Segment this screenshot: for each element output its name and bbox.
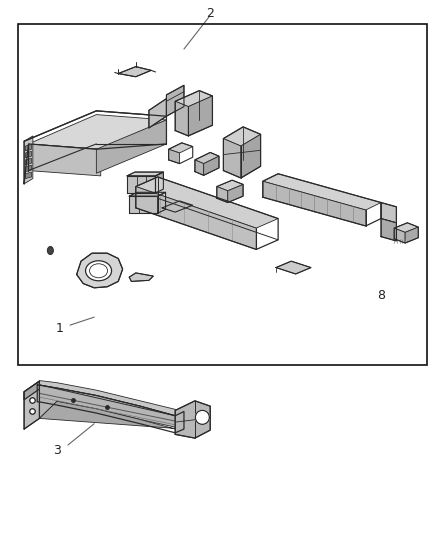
Polygon shape (136, 177, 278, 228)
Polygon shape (188, 96, 212, 136)
Polygon shape (25, 158, 32, 165)
Polygon shape (195, 152, 219, 164)
Polygon shape (394, 228, 405, 243)
Bar (18, 24, 427, 365)
Polygon shape (166, 85, 184, 116)
Polygon shape (217, 187, 228, 203)
Polygon shape (129, 196, 158, 213)
Circle shape (195, 410, 209, 424)
Polygon shape (195, 160, 204, 175)
Polygon shape (263, 181, 366, 226)
Polygon shape (169, 149, 180, 164)
Polygon shape (25, 151, 32, 158)
Polygon shape (149, 99, 166, 128)
Text: 3: 3 (53, 444, 61, 457)
Polygon shape (39, 401, 184, 429)
Polygon shape (129, 192, 166, 196)
Polygon shape (217, 180, 243, 191)
Polygon shape (129, 273, 153, 281)
Polygon shape (127, 172, 163, 176)
Polygon shape (381, 203, 396, 223)
Polygon shape (162, 201, 193, 212)
Polygon shape (25, 172, 32, 179)
Polygon shape (175, 401, 210, 438)
Polygon shape (127, 176, 155, 193)
Text: 2: 2 (206, 7, 214, 20)
Polygon shape (24, 381, 39, 429)
Polygon shape (25, 165, 32, 172)
Polygon shape (77, 253, 123, 288)
Polygon shape (381, 219, 396, 241)
Polygon shape (175, 101, 188, 136)
Polygon shape (241, 134, 261, 178)
Text: 1: 1 (55, 322, 63, 335)
Polygon shape (25, 144, 32, 151)
Polygon shape (24, 136, 33, 184)
Ellipse shape (85, 261, 112, 281)
Ellipse shape (47, 246, 53, 255)
Polygon shape (37, 381, 184, 416)
Polygon shape (223, 139, 241, 178)
Polygon shape (204, 156, 219, 175)
Polygon shape (24, 381, 39, 400)
Polygon shape (39, 385, 184, 429)
Polygon shape (263, 174, 381, 210)
Polygon shape (223, 127, 261, 146)
Polygon shape (276, 261, 311, 274)
Polygon shape (175, 91, 212, 107)
Polygon shape (118, 67, 151, 77)
Polygon shape (136, 187, 256, 249)
Polygon shape (96, 120, 166, 173)
Polygon shape (28, 115, 166, 149)
Polygon shape (394, 223, 418, 232)
Polygon shape (228, 184, 243, 203)
Polygon shape (169, 143, 193, 153)
Polygon shape (28, 144, 101, 176)
Text: 8: 8 (377, 289, 385, 302)
Polygon shape (405, 227, 418, 243)
Polygon shape (155, 172, 163, 193)
Polygon shape (158, 192, 166, 213)
